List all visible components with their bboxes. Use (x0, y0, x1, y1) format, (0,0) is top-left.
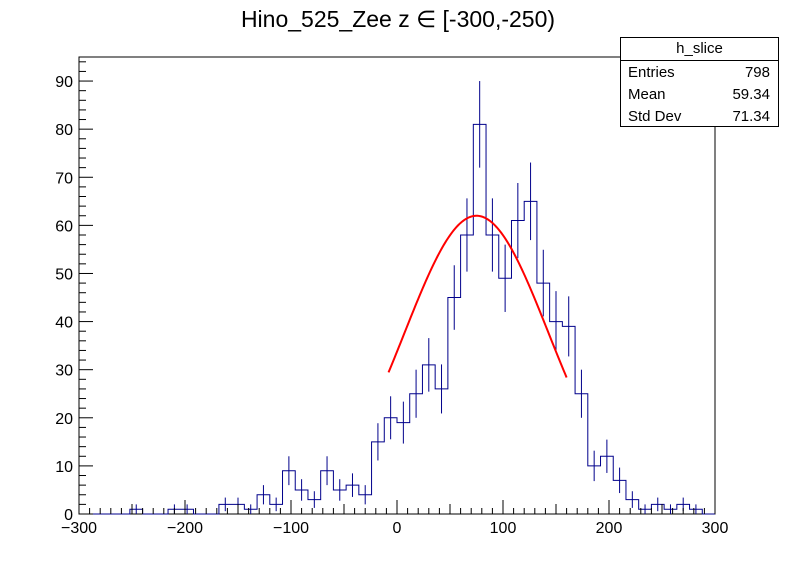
x-tick-label: 100 (490, 520, 517, 537)
error-bars (135, 81, 697, 514)
stats-label: Entries (628, 64, 675, 81)
y-tick-label: 70 (55, 170, 73, 187)
histogram-outline (79, 123, 715, 515)
x-axis: −300 −200 −100 0 100 200 300 (61, 500, 728, 537)
y-tick-label: 80 (55, 122, 73, 139)
x-tick-label: 0 (393, 520, 402, 537)
y-tick-label: 90 (55, 74, 73, 91)
stats-row-mean: Mean 59.34 (621, 83, 778, 105)
x-tick-label: 200 (596, 520, 623, 537)
x-tick-label: −300 (61, 520, 97, 537)
fit-curve (387, 214, 568, 378)
gaussian-fit-line (387, 214, 568, 378)
y-tick-label: 0 (64, 507, 73, 524)
y-tick-label: 10 (55, 459, 73, 476)
y-tick-label: 50 (55, 266, 73, 283)
x-tick-label: −100 (273, 520, 309, 537)
stats-value: 71.34 (732, 108, 770, 125)
x-tick-label: 300 (702, 520, 729, 537)
stats-box: h_slice Entries 798 Mean 59.34 Std Dev 7… (620, 37, 779, 127)
y-axis: 0 10 20 30 40 50 60 70 80 90 (55, 61, 93, 524)
stats-value: 798 (744, 64, 770, 81)
histogram (79, 123, 715, 515)
y-tick-label: 20 (55, 411, 73, 428)
y-tick-label: 40 (55, 315, 73, 332)
stats-row-stddev: Std Dev 71.34 (621, 105, 778, 127)
y-tick-label: 30 (55, 363, 73, 380)
stats-label: Std Dev (628, 108, 682, 125)
stats-title: h_slice (621, 38, 778, 61)
stats-row-entries: Entries 798 (621, 61, 778, 83)
stats-value: 59.34 (732, 86, 770, 103)
x-tick-label: −200 (167, 520, 203, 537)
chart-title: Hino_525_Zee z ∈ [-300,-250) (240, 6, 556, 32)
stats-label: Mean (628, 86, 666, 103)
y-tick-label: 60 (55, 218, 73, 235)
